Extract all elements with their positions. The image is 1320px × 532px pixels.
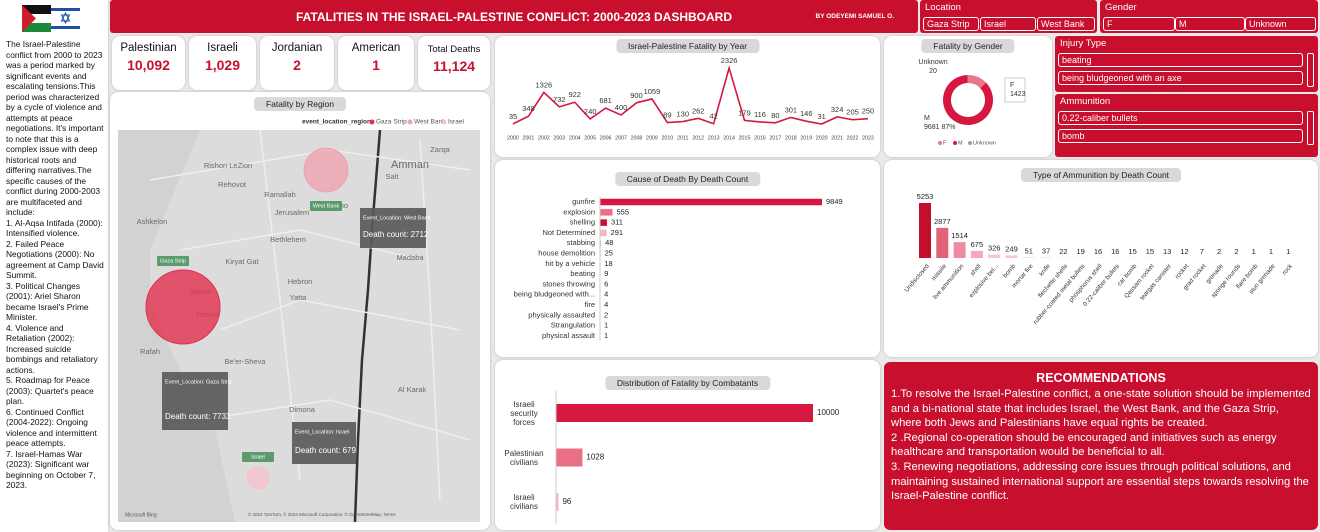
ammunition-panel: Type of Ammunition by Death Count [884, 160, 1318, 357]
kpi-card: Israeli 1,029 [189, 36, 256, 90]
recommendations-text: 1.To resolve the Israel-Palestine confli… [884, 385, 1318, 504]
sidebar: The Israel-Palestine conflict from 2000 … [0, 0, 108, 532]
panel-title: Fatality by Region [253, 97, 347, 111]
category-label: Palestinian civilians [504, 448, 544, 467]
category-label: Israeli security forces [510, 399, 538, 427]
slicer-item[interactable]: beating [1058, 53, 1303, 67]
kpi-label: Jordanian [271, 42, 323, 54]
sidebar-paragraph: 3. Political Changes (2001): Ariel Sharo… [6, 280, 89, 323]
kpi-label: Palestinian [120, 42, 177, 54]
kpi-label: Total Deaths [427, 44, 481, 55]
category-label: Israeli civilians [509, 493, 538, 511]
gender-panel: Fatality by Gender [884, 36, 1052, 157]
sidebar-paragraph: 2. Failed Peace Negotiations (2000): No … [6, 238, 104, 281]
panel-title: Fatality by Gender [921, 39, 1015, 53]
panel-title: Type of Ammunition by Death Count [1020, 168, 1182, 182]
kpi-card: Jordanian 2 [260, 36, 334, 90]
sidebar-paragraph: 5. Roadmap for Peace (2003): Quartet's p… [6, 375, 94, 406]
kpi-card: American 1 [338, 36, 414, 90]
panel-title: Israel-Palestine Fatality by Year [615, 39, 760, 53]
recommendations: RECOMMENDATIONS 1.To resolve the Israel-… [884, 362, 1318, 530]
header: FATALITIES IN THE ISRAEL-PALESTINE CONFL… [110, 0, 918, 33]
kpi-card: Total Deaths 11,124 [418, 36, 490, 90]
recommendation: 1.To resolve the Israel-Palestine confli… [891, 388, 1311, 430]
sidebar-paragraph: The Israel-Palestine conflict from 2000 … [6, 39, 104, 217]
recommendations-title: RECOMMENDATIONS [1036, 371, 1166, 385]
slicer-item[interactable]: Gaza Strip [923, 17, 979, 31]
cause-panel: Cause of Death By Death Count [495, 160, 880, 357]
slicer-title: Gender [1105, 2, 1137, 13]
flag [22, 5, 80, 32]
kpi-value: 11,124 [432, 58, 476, 74]
panel-title: Cause of Death By Death Count [614, 172, 761, 186]
recommendation: 2 .Regional co-operation should be encou… [891, 431, 1277, 459]
slicer-item[interactable]: 0.22-caliber bullets [1058, 111, 1303, 125]
combatants-panel: Distribution of Fatality by Combatants [495, 360, 880, 530]
sidebar-text: The Israel-Palestine conflict from 2000 … [0, 39, 108, 491]
kpi-value: 1,029 [204, 57, 241, 73]
slicer-injury: Injury Type beating being bludgeoned with … [1055, 36, 1318, 92]
slicer-item[interactable]: F [1103, 17, 1175, 31]
slicer-item[interactable]: Israel [980, 17, 1036, 31]
slicer-item[interactable]: West Bank [1037, 17, 1095, 31]
sidebar-paragraph: 7. Israel-Hamas War (2023): Significant … [6, 448, 96, 491]
kpi-value: 10,092 [127, 57, 170, 73]
kpi-label: American [351, 42, 401, 54]
author: BY ODEYEMI SAMUEL O. [815, 13, 895, 20]
slicer-title: Injury Type [1060, 38, 1107, 49]
slicer-title: Location [925, 2, 961, 13]
recommendation: 3. Renewing negotiations, addressing cor… [891, 460, 1309, 503]
line-panel: Israel-Palestine Fatality by Year [495, 36, 880, 157]
slicer-item[interactable]: M [1175, 17, 1245, 31]
slicer-ammunition: Ammunition 0.22-caliber bullets bomb [1055, 94, 1318, 157]
slicer-item[interactable]: Unknown [1245, 17, 1316, 31]
kpi-card: Palestinian 10,092 [112, 36, 185, 90]
scrollbar [1307, 53, 1314, 87]
kpi-label: Israeli [207, 42, 238, 54]
scrollbar [1307, 111, 1314, 145]
sidebar-paragraph: 6. Continued Conflict (2004-2022): Ongoi… [6, 406, 97, 449]
sidebar-paragraph: 4. Violence and Retaliation (2002): Incr… [6, 322, 98, 375]
kpi-value: 1 [372, 57, 380, 73]
map-panel: Fatality by Region [110, 92, 490, 530]
slicer-item[interactable]: being bludgeoned with an axe [1058, 71, 1303, 85]
kpi-value: 2 [293, 57, 301, 73]
slicer-location: Location Gaza Strip Israel West Bank [920, 0, 1097, 33]
slicer-gender: Gender F M Unknown [1100, 0, 1318, 33]
panel-title: Distribution of Fatality by Combatants [604, 376, 771, 390]
title: FATALITIES IN THE ISRAEL-PALESTINE CONFL… [295, 10, 733, 24]
sidebar-paragraph: 1. Al-Aqsa Intifada (2000): Intensified … [6, 217, 103, 239]
slicer-item[interactable]: bomb [1058, 129, 1303, 143]
slicer-title: Ammunition [1060, 96, 1111, 107]
